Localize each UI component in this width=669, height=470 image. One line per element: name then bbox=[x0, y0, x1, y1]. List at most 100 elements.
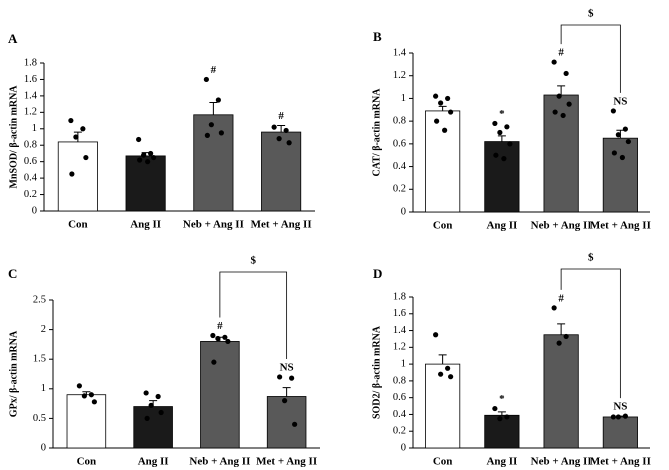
data-point bbox=[137, 157, 143, 163]
error-bar bbox=[497, 411, 506, 416]
panel-label: C bbox=[8, 266, 17, 281]
data-point bbox=[442, 127, 448, 133]
y-tick-label: 1.2 bbox=[393, 342, 406, 353]
x-tick-label: Con bbox=[77, 456, 97, 468]
y-tick-label: 1.4 bbox=[393, 325, 407, 336]
data-point bbox=[76, 383, 82, 389]
data-point bbox=[222, 334, 228, 340]
bar bbox=[266, 396, 307, 449]
data-point bbox=[552, 109, 558, 115]
data-point bbox=[286, 140, 292, 146]
x-tick-label: Con bbox=[433, 220, 453, 232]
data-point bbox=[145, 159, 151, 165]
x-tick-label: Neb + Ang II bbox=[183, 219, 244, 231]
data-point bbox=[622, 413, 628, 419]
data-point bbox=[203, 76, 209, 83]
y-tick-label: 1.4 bbox=[393, 47, 407, 58]
data-point bbox=[215, 97, 221, 103]
y-axis-label: GPx/ β-actin mRNA bbox=[8, 330, 19, 417]
data-point bbox=[615, 132, 621, 138]
y-tick-label: 1 bbox=[32, 123, 37, 134]
error-bar bbox=[497, 135, 506, 142]
data-point bbox=[556, 93, 562, 99]
bracket-label: $ bbox=[588, 8, 594, 20]
y-tick-label: 1.6 bbox=[393, 308, 406, 319]
y-tick-label: 0 bbox=[41, 442, 46, 453]
y-tick-label: 2.5 bbox=[33, 294, 46, 305]
x-tick-label: Con bbox=[433, 456, 453, 468]
y-tick-label: 0.5 bbox=[33, 413, 46, 424]
data-point bbox=[434, 118, 440, 124]
y-tick-label: 0.6 bbox=[393, 392, 406, 403]
data-point bbox=[136, 136, 142, 143]
data-point bbox=[218, 130, 224, 136]
data-point bbox=[433, 93, 439, 99]
bar bbox=[125, 155, 166, 212]
x-tick-label: Met + Ang II bbox=[590, 220, 651, 232]
bracket-label: $ bbox=[588, 252, 594, 264]
data-point bbox=[151, 154, 157, 161]
data-point bbox=[204, 132, 210, 138]
panel-label: B bbox=[373, 29, 382, 44]
data-point bbox=[289, 375, 295, 381]
data-point bbox=[622, 126, 628, 132]
data-point bbox=[445, 95, 451, 102]
y-tick-label: 0.8 bbox=[393, 375, 406, 386]
data-point bbox=[210, 332, 216, 339]
data-point bbox=[155, 393, 161, 400]
data-point bbox=[611, 150, 617, 156]
data-point bbox=[497, 129, 503, 136]
data-point bbox=[215, 335, 221, 342]
data-point bbox=[277, 374, 283, 380]
data-point bbox=[80, 126, 86, 132]
x-tick-label: Neb + Ang II bbox=[531, 456, 592, 468]
data-point bbox=[69, 171, 75, 177]
data-point bbox=[143, 390, 149, 396]
y-tick-label: 2 bbox=[41, 324, 46, 335]
data-point bbox=[501, 156, 507, 162]
y-tick-label: 1.4 bbox=[24, 90, 38, 101]
data-point bbox=[292, 421, 298, 427]
data-point bbox=[566, 101, 572, 107]
y-tick-label: 0.2 bbox=[24, 189, 37, 200]
y-tick-label: 1.5 bbox=[33, 354, 46, 365]
bar bbox=[543, 334, 579, 449]
y-tick-label: 0.2 bbox=[393, 426, 406, 437]
y-tick-label: 1.2 bbox=[393, 70, 406, 81]
significance-label: NS bbox=[613, 95, 627, 107]
x-tick-label: Ang II bbox=[130, 219, 161, 231]
data-point bbox=[551, 305, 557, 311]
significance-label: # bbox=[211, 64, 217, 76]
y-tick-label: 1 bbox=[401, 359, 406, 370]
data-point bbox=[563, 70, 569, 77]
significance-label: * bbox=[499, 393, 505, 405]
data-point bbox=[556, 340, 562, 346]
data-point bbox=[448, 109, 454, 115]
data-point bbox=[497, 416, 503, 422]
significance-bracket bbox=[560, 268, 621, 399]
panel-label: A bbox=[8, 31, 18, 46]
error-bar bbox=[557, 323, 566, 335]
bar bbox=[57, 141, 98, 212]
y-tick-label: 1.8 bbox=[24, 57, 37, 68]
error-bar bbox=[438, 105, 447, 111]
data-point bbox=[610, 414, 616, 420]
data-point bbox=[73, 134, 79, 140]
significance-label: # bbox=[217, 320, 223, 332]
bar bbox=[602, 137, 638, 213]
data-point bbox=[81, 393, 87, 399]
significance-bracket bbox=[219, 271, 288, 359]
error-bar bbox=[557, 85, 566, 96]
bar bbox=[261, 131, 302, 212]
significance-label: * bbox=[499, 108, 505, 120]
data-point bbox=[148, 402, 154, 408]
y-axis-label: CAT/ β-actin mRNA bbox=[371, 88, 382, 177]
x-tick-label: Met + Ang II bbox=[251, 219, 312, 231]
error-bar bbox=[82, 391, 91, 395]
data-point bbox=[551, 59, 557, 65]
data-point bbox=[448, 374, 454, 380]
y-tick-label: 0.4 bbox=[393, 409, 407, 420]
y-tick-label: 1.8 bbox=[393, 291, 406, 302]
data-point bbox=[88, 392, 94, 398]
bar bbox=[193, 114, 234, 212]
